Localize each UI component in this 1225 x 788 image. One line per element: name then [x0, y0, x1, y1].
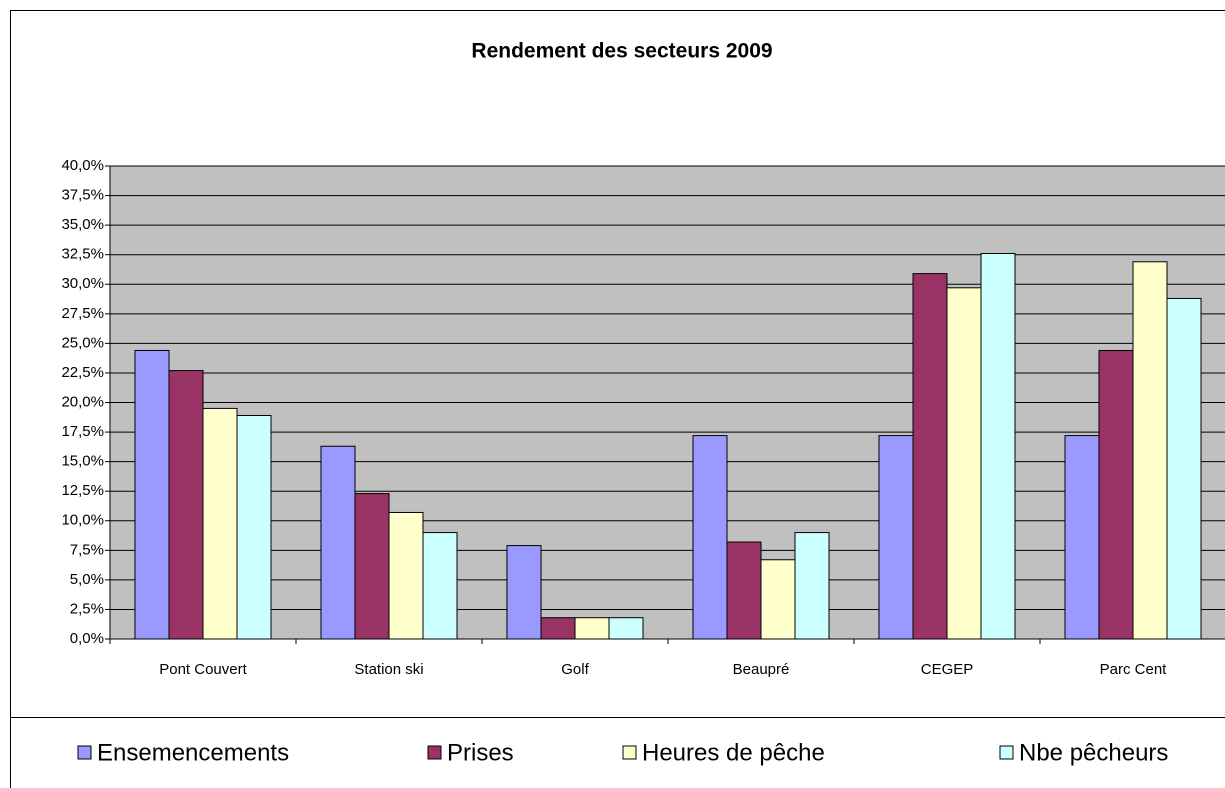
y-tick-label: 37,5% — [61, 187, 104, 204]
y-tick-label: 35,0% — [61, 216, 104, 233]
y-tick-label: 25,0% — [61, 334, 104, 351]
x-tick-label: Golf — [561, 661, 589, 678]
y-tick-label: 20,0% — [61, 393, 104, 410]
y-tick-label: 17,5% — [61, 423, 104, 440]
bar — [878, 435, 914, 640]
y-tick-label: 40,0% — [61, 157, 104, 174]
bar — [726, 541, 762, 640]
y-tick-label: 15,0% — [61, 453, 104, 470]
y-tick-label: 30,0% — [61, 275, 104, 292]
bar — [320, 445, 356, 640]
y-tick-label: 12,5% — [61, 482, 104, 499]
legend-swatch — [622, 745, 637, 760]
bar — [354, 493, 390, 640]
y-tick-label: 5,0% — [70, 571, 104, 588]
legend-swatch — [427, 745, 442, 760]
bar — [202, 407, 238, 640]
bar — [1132, 261, 1168, 640]
bar — [1166, 297, 1202, 640]
bar — [760, 559, 796, 640]
x-tick-label: Parc Cent — [1100, 661, 1168, 678]
y-tick-label: 27,5% — [61, 305, 104, 322]
bar — [422, 532, 458, 640]
bar — [946, 287, 982, 640]
bar — [134, 349, 170, 640]
bar — [236, 415, 272, 640]
bar — [1064, 435, 1100, 640]
chart-title: Rendement des secteurs 2009 — [471, 40, 772, 63]
legend-swatch — [77, 745, 92, 760]
y-tick-label: 7,5% — [70, 541, 104, 558]
bar — [794, 532, 830, 640]
x-tick-label: Station ski — [354, 661, 423, 678]
bar — [692, 435, 728, 640]
legend-label: Heures de pêche — [642, 739, 825, 766]
bar — [1098, 349, 1134, 640]
y-tick-label: 0,0% — [70, 630, 104, 647]
x-tick-label: CEGEP — [921, 661, 974, 678]
x-tick-label: Beaupré — [733, 661, 790, 678]
bar — [168, 370, 204, 640]
y-tick-label: 22,5% — [61, 364, 104, 381]
bar — [980, 253, 1016, 640]
legend-label: Ensemencements — [97, 739, 289, 766]
bar — [506, 545, 542, 640]
bar — [388, 511, 424, 640]
legend-label: Nbe pêcheurs — [1019, 739, 1168, 766]
y-tick-label: 2,5% — [70, 600, 104, 617]
legend-swatch — [999, 745, 1014, 760]
bar — [574, 617, 610, 640]
bar — [540, 617, 576, 640]
x-tick-label: Pont Couvert — [159, 661, 247, 678]
legend-label: Prises — [447, 739, 514, 766]
bar — [912, 273, 948, 640]
y-tick-label: 32,5% — [61, 246, 104, 263]
y-tick-label: 10,0% — [61, 512, 104, 529]
bar — [608, 617, 644, 640]
